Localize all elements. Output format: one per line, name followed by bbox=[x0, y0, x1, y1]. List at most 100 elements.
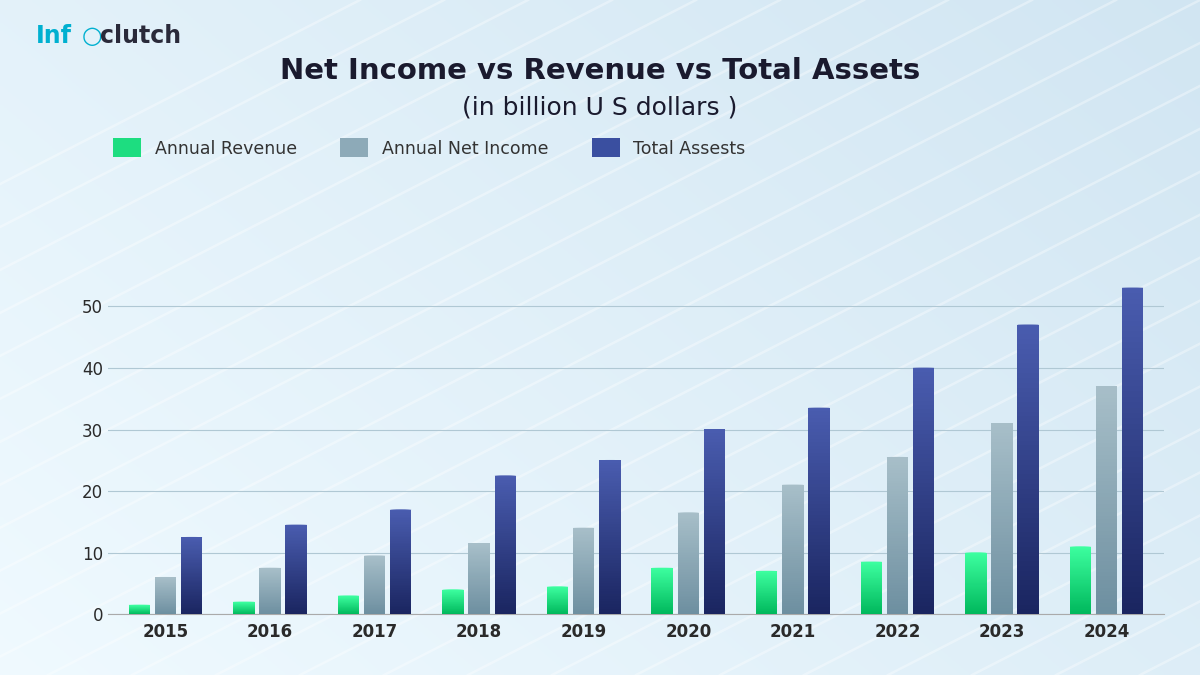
Bar bbox=[860, 599, 882, 600]
Bar bbox=[599, 489, 620, 491]
Bar bbox=[181, 608, 203, 609]
Bar bbox=[1122, 418, 1144, 424]
Bar bbox=[860, 568, 882, 569]
Bar bbox=[860, 580, 882, 581]
Bar bbox=[286, 528, 307, 529]
Bar bbox=[678, 560, 698, 562]
Bar bbox=[1069, 591, 1091, 592]
Bar bbox=[678, 584, 698, 585]
Bar bbox=[599, 504, 620, 506]
Bar bbox=[1096, 470, 1117, 474]
Bar bbox=[913, 500, 935, 504]
Ellipse shape bbox=[494, 614, 516, 615]
Bar bbox=[599, 570, 620, 573]
Bar bbox=[390, 564, 412, 566]
Bar bbox=[1069, 566, 1091, 567]
Bar bbox=[599, 594, 620, 596]
Bar bbox=[809, 545, 829, 549]
Bar bbox=[1096, 425, 1117, 428]
Bar bbox=[574, 528, 594, 529]
Bar bbox=[782, 485, 804, 487]
Bar bbox=[1096, 607, 1117, 610]
Bar bbox=[468, 598, 490, 599]
Bar bbox=[991, 544, 1013, 547]
Bar bbox=[1096, 428, 1117, 432]
Bar bbox=[286, 585, 307, 586]
Bar bbox=[1122, 375, 1144, 380]
Bar bbox=[1069, 611, 1091, 612]
Ellipse shape bbox=[887, 457, 908, 458]
Bar bbox=[574, 613, 594, 614]
Bar bbox=[468, 601, 490, 603]
Bar bbox=[703, 602, 725, 605]
Bar bbox=[703, 577, 725, 580]
Bar bbox=[390, 566, 412, 567]
Bar bbox=[1018, 407, 1039, 412]
Bar bbox=[181, 563, 203, 564]
Bar bbox=[887, 483, 908, 486]
Bar bbox=[599, 473, 620, 476]
Bar bbox=[1069, 570, 1091, 571]
Bar bbox=[364, 556, 385, 557]
Bar bbox=[678, 533, 698, 535]
Bar bbox=[468, 599, 490, 600]
Bar bbox=[991, 427, 1013, 430]
Bar bbox=[1122, 310, 1144, 315]
Bar bbox=[1122, 484, 1144, 489]
Bar bbox=[390, 551, 412, 553]
Bar bbox=[809, 532, 829, 535]
Bar bbox=[364, 606, 385, 608]
Bar bbox=[965, 562, 986, 563]
Bar bbox=[390, 578, 412, 579]
Bar bbox=[599, 519, 620, 522]
Bar bbox=[1069, 584, 1091, 585]
Bar bbox=[1096, 516, 1117, 519]
Bar bbox=[286, 591, 307, 592]
Bar bbox=[887, 593, 908, 596]
Bar bbox=[678, 545, 698, 547]
Bar bbox=[1069, 568, 1091, 569]
Bar bbox=[259, 589, 281, 591]
Bar bbox=[678, 551, 698, 553]
Bar bbox=[652, 602, 673, 603]
Bar bbox=[913, 577, 935, 581]
Bar bbox=[390, 537, 412, 539]
Bar bbox=[965, 599, 986, 600]
Bar bbox=[913, 487, 935, 491]
Bar bbox=[494, 554, 516, 556]
Bar bbox=[782, 517, 804, 520]
Bar bbox=[1096, 549, 1117, 553]
Bar bbox=[809, 470, 829, 473]
Bar bbox=[965, 613, 986, 614]
Bar bbox=[599, 576, 620, 578]
Bar bbox=[782, 554, 804, 556]
Bar bbox=[991, 471, 1013, 475]
Bar bbox=[599, 506, 620, 509]
Bar bbox=[887, 557, 908, 560]
Bar bbox=[965, 554, 986, 555]
Bar bbox=[259, 582, 281, 583]
Bar bbox=[1096, 603, 1117, 607]
Bar bbox=[599, 568, 620, 570]
Bar bbox=[756, 581, 778, 582]
Bar bbox=[965, 603, 986, 604]
Bar bbox=[652, 570, 673, 571]
Bar bbox=[991, 439, 1013, 442]
Ellipse shape bbox=[703, 614, 725, 615]
Bar bbox=[913, 475, 935, 479]
Bar bbox=[364, 574, 385, 575]
Bar bbox=[678, 516, 698, 518]
Bar bbox=[678, 528, 698, 530]
Bar bbox=[703, 608, 725, 611]
Bar bbox=[860, 574, 882, 575]
Bar bbox=[259, 579, 281, 580]
Bar bbox=[574, 561, 594, 562]
Bar bbox=[468, 605, 490, 606]
Bar bbox=[913, 561, 935, 565]
Bar bbox=[574, 560, 594, 561]
Bar bbox=[181, 568, 203, 569]
Bar bbox=[1069, 612, 1091, 613]
Bar bbox=[1122, 538, 1144, 543]
Bar bbox=[809, 518, 829, 521]
Bar bbox=[1018, 363, 1039, 369]
